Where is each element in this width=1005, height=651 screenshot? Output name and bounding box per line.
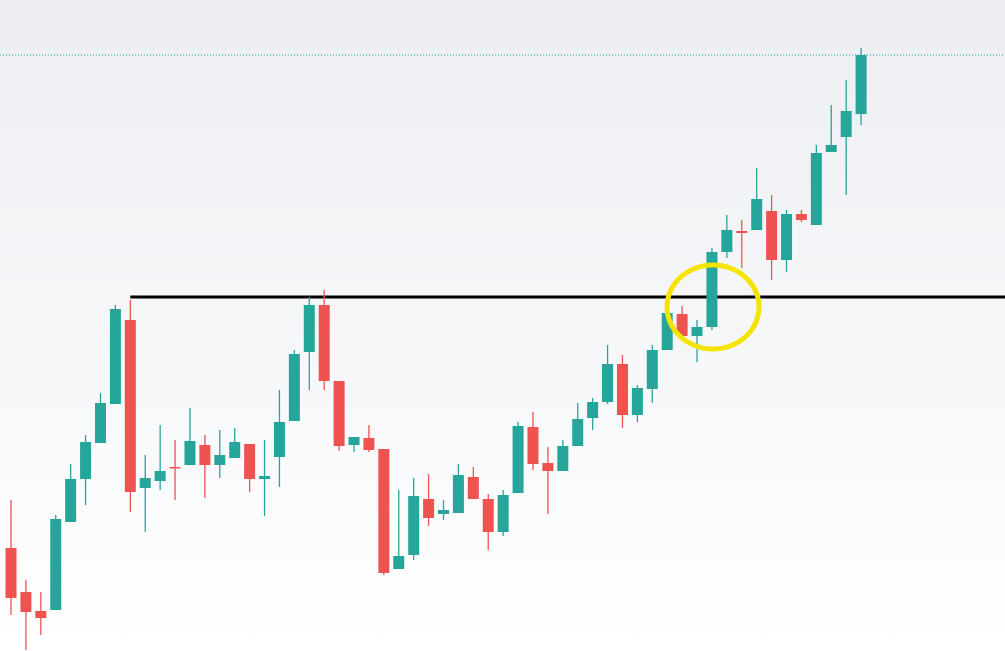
candle-body [244,444,256,479]
candle-body [423,499,435,518]
candles [0,48,1005,650]
candle-body [5,548,17,598]
candle-body [557,446,569,471]
candle-body [587,402,599,418]
candle-body [229,442,241,458]
candle-body [124,320,136,492]
candle-body [512,426,524,493]
candle-body [50,519,62,610]
candle-body [169,467,181,469]
candle-body [795,214,807,220]
candle-body [825,145,837,152]
candle-body [438,510,450,514]
candle-body [109,309,121,404]
candle-body [288,354,300,421]
candle-body [94,403,106,443]
candle-body [452,475,464,513]
candle-body [378,449,390,573]
candle-body [616,364,628,415]
candle-body [333,381,345,446]
candle-body [542,463,554,471]
candle-body [348,437,360,445]
candle-body [527,427,539,464]
candle-body [199,445,211,465]
candle-body [20,592,32,612]
candle-body [363,438,375,450]
candle-body [154,471,166,481]
candle-body [751,199,763,230]
candle-body [572,419,584,446]
candle-body [691,327,703,336]
candle-body [855,55,867,114]
candle-body [318,305,330,381]
candle-body [497,495,509,532]
candle-body [482,499,494,532]
candle-body [810,153,822,225]
candle-body [139,478,151,488]
candle-body [303,305,315,352]
candle-body [781,214,793,260]
candle-body [840,111,852,137]
candle-body [661,313,673,350]
candle-body [408,496,420,555]
candle-body [646,350,658,389]
candle-body [184,441,196,465]
candle-body [273,422,285,457]
candle-body [766,211,778,260]
candle-body [602,364,614,402]
candle-body [35,611,47,618]
candle-body [214,455,226,465]
candle-body [80,442,92,479]
candle-body [631,388,643,415]
candle-body [736,231,748,233]
candle-body [65,479,77,522]
candle-body [676,314,688,336]
candle-body [393,556,405,569]
candle-body [706,252,718,327]
candle-body [259,476,271,479]
candle-body [467,477,479,499]
candle-body [721,230,733,252]
highlight-circle [664,262,762,352]
